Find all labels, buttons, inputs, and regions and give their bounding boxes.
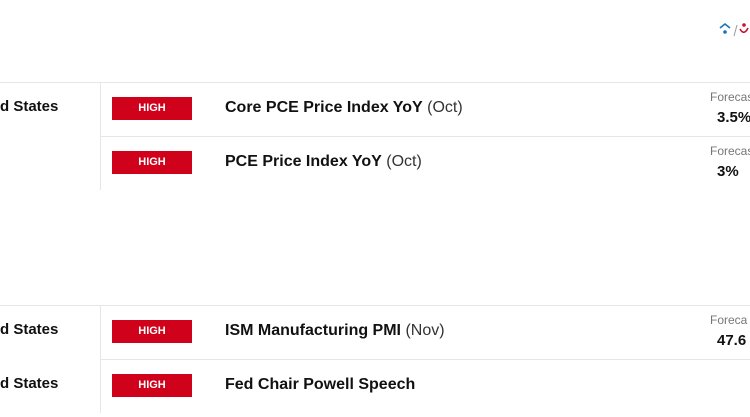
impact-badge: HIGH bbox=[112, 374, 192, 397]
forecast-label: Forecas bbox=[710, 90, 750, 104]
impact-badge: HIGH bbox=[112, 151, 192, 174]
event-period: (Nov) bbox=[401, 322, 445, 339]
impact-badge: HIGH bbox=[112, 320, 192, 343]
event-name: Core PCE Price Index YoY (Oct) bbox=[225, 99, 463, 117]
impact-badge: HIGH bbox=[112, 97, 192, 120]
country: d States bbox=[0, 375, 59, 392]
event-title: ISM Manufacturing PMI bbox=[225, 322, 401, 339]
forecast-label: Forecas bbox=[710, 144, 750, 158]
forecast-value: 3% bbox=[717, 163, 739, 180]
forecast-value: 47.6 bbox=[717, 332, 747, 349]
icon bbox=[719, 22, 749, 37]
event-period: (Oct) bbox=[381, 153, 422, 170]
country: d States bbox=[0, 98, 59, 115]
forecast-value: 3.5% bbox=[717, 109, 750, 126]
divider bbox=[100, 136, 750, 137]
event-title: Fed Chair Powell Speech bbox=[225, 376, 416, 393]
event-name: Fed Chair Powell Speech bbox=[225, 376, 415, 394]
country: d States bbox=[0, 321, 59, 338]
event-title: PCE Price Index YoY bbox=[225, 153, 382, 170]
divider bbox=[100, 359, 750, 360]
event-title: Core PCE Price Index YoY bbox=[225, 99, 423, 116]
event-name: PCE Price Index YoY (Oct) bbox=[225, 153, 422, 171]
divider bbox=[0, 82, 750, 83]
event-name: ISM Manufacturing PMI (Nov) bbox=[225, 322, 445, 340]
forecast-label: Foreca bbox=[710, 313, 748, 327]
divider bbox=[0, 305, 750, 306]
event-period: (Oct) bbox=[422, 99, 463, 116]
